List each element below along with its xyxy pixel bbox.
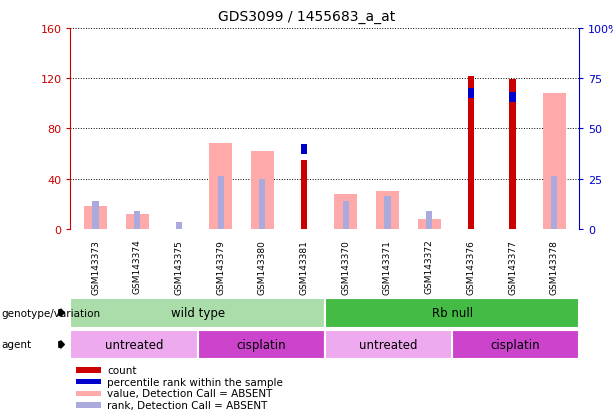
Bar	[259, 179, 265, 229]
Bar	[134, 212, 140, 229]
Bar	[325, 298, 579, 328]
Bar	[70, 330, 197, 359]
Text: Rb null: Rb null	[432, 306, 473, 319]
Bar	[384, 197, 390, 229]
Text: GSM143380: GSM143380	[258, 239, 267, 294]
Text: value, Detection Call = ABSENT: value, Detection Call = ABSENT	[107, 389, 272, 399]
Text: agent: agent	[1, 339, 31, 350]
Text: GSM143381: GSM143381	[300, 239, 308, 294]
Bar	[126, 214, 149, 229]
Bar	[176, 223, 182, 229]
Text: untreated: untreated	[359, 338, 417, 351]
Bar	[259, 179, 265, 189]
Bar	[84, 206, 107, 229]
Bar	[218, 177, 224, 229]
Bar	[70, 298, 325, 328]
Text: GDS3099 / 1455683_a_at: GDS3099 / 1455683_a_at	[218, 10, 395, 24]
Bar	[209, 144, 232, 229]
Bar	[452, 330, 579, 359]
Text: GSM143379: GSM143379	[216, 239, 225, 294]
Bar	[251, 152, 274, 229]
Text: GSM143372: GSM143372	[425, 239, 433, 294]
Bar	[468, 76, 474, 229]
Bar	[509, 93, 516, 103]
Text: GSM143376: GSM143376	[466, 239, 475, 294]
Bar	[301, 160, 307, 229]
Bar	[93, 202, 99, 229]
Bar	[551, 177, 557, 187]
Text: count: count	[107, 365, 137, 375]
Bar	[343, 202, 349, 229]
Text: GSM143377: GSM143377	[508, 239, 517, 294]
Bar	[93, 202, 99, 212]
Bar	[343, 202, 349, 212]
Bar	[509, 80, 516, 229]
Bar	[176, 223, 182, 229]
Text: GSM143370: GSM143370	[341, 239, 350, 294]
Text: rank, Detection Call = ABSENT: rank, Detection Call = ABSENT	[107, 400, 267, 410]
Bar	[218, 177, 224, 187]
Bar	[325, 330, 452, 359]
Text: wild type: wild type	[170, 306, 225, 319]
Bar	[551, 177, 557, 229]
Bar	[76, 391, 101, 396]
Bar	[134, 212, 140, 222]
Bar	[376, 192, 399, 229]
Bar	[76, 379, 101, 385]
Bar	[426, 212, 432, 229]
Text: GSM143374: GSM143374	[133, 239, 142, 294]
Bar	[76, 402, 101, 408]
Bar	[384, 197, 390, 206]
Text: GSM143378: GSM143378	[550, 239, 559, 294]
Text: GSM143371: GSM143371	[383, 239, 392, 294]
Bar	[301, 145, 307, 155]
Bar	[543, 94, 566, 229]
Text: GSM143373: GSM143373	[91, 239, 100, 294]
Bar	[468, 89, 474, 99]
Text: percentile rank within the sample: percentile rank within the sample	[107, 377, 283, 387]
Text: untreated: untreated	[105, 338, 163, 351]
Text: genotype/variation: genotype/variation	[1, 308, 101, 318]
Bar	[334, 194, 357, 229]
Bar	[426, 212, 432, 222]
Bar	[197, 330, 325, 359]
Bar	[76, 367, 101, 373]
Text: GSM143375: GSM143375	[175, 239, 183, 294]
Bar	[417, 219, 441, 229]
Text: cisplatin: cisplatin	[491, 338, 541, 351]
Text: cisplatin: cisplatin	[237, 338, 286, 351]
